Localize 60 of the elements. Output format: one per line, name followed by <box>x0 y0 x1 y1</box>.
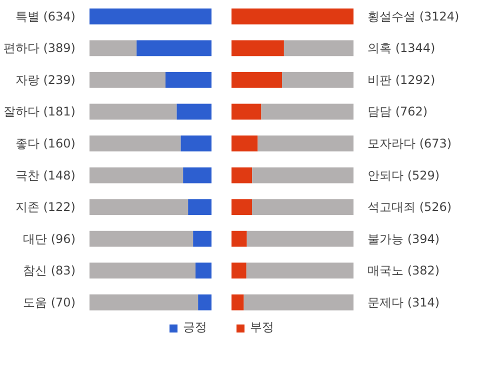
y-tick-label: 안되다 (529) <box>368 168 440 182</box>
bar <box>176 104 212 120</box>
y-tick-label: 모자라다 (673) <box>368 136 452 150</box>
y-tick-label: 횡설수설 (3124) <box>368 9 460 24</box>
y-tick-label: 자랑 (239) <box>15 72 76 87</box>
bar <box>90 230 194 247</box>
bar <box>180 136 212 152</box>
bar <box>90 136 181 152</box>
y-tick-label: 대단 (96) <box>23 232 76 246</box>
legend-label: 부정 <box>250 319 274 336</box>
bar <box>232 199 252 215</box>
bar <box>90 40 137 56</box>
bar <box>90 262 196 279</box>
y-tick-label: 편하다 (389) <box>3 41 76 56</box>
bar <box>183 167 212 184</box>
y-tick-label: 잘하다 (181) <box>3 104 76 119</box>
bar <box>193 230 212 247</box>
y-tick-label: 석고대죄 (526) <box>368 200 452 214</box>
y-tick-label: 좋다 (160) <box>15 136 76 150</box>
bar <box>166 72 212 88</box>
bar <box>261 104 354 120</box>
bar <box>246 230 354 247</box>
y-tick-label: 문제다 (314) <box>368 295 440 310</box>
bar <box>232 40 284 56</box>
bar <box>136 40 212 56</box>
legend-label: 긍정 <box>183 319 207 336</box>
bar <box>232 294 244 310</box>
bar <box>90 294 198 310</box>
bar <box>232 72 282 88</box>
y-tick-label: 담담 (762) <box>368 104 428 119</box>
bar <box>282 72 354 88</box>
y-tick-label: 특별 (634) <box>15 9 76 24</box>
bar <box>90 72 166 88</box>
bar <box>232 262 246 279</box>
bar <box>258 136 354 152</box>
bar <box>90 167 184 184</box>
y-tick-label: 비판 (1292) <box>368 72 436 87</box>
bar <box>232 8 354 24</box>
bar <box>188 199 212 215</box>
bar <box>252 167 354 184</box>
bar <box>252 199 354 215</box>
y-tick-label: 극찬 (148) <box>15 168 76 182</box>
bar <box>90 199 188 215</box>
bar <box>232 104 262 120</box>
y-tick-label: 지존 (122) <box>15 200 76 214</box>
y-tick-label: 의혹 (1344) <box>368 41 436 56</box>
bar <box>196 262 212 279</box>
bar <box>90 8 212 24</box>
y-tick-label: 불가능 (394) <box>368 232 440 246</box>
bar <box>246 262 354 279</box>
bar <box>198 294 212 310</box>
bar <box>232 136 258 152</box>
y-tick-label: 참신 (83) <box>23 264 76 278</box>
bar <box>284 40 354 56</box>
bar <box>90 104 177 120</box>
bar <box>232 230 247 247</box>
y-tick-label: 매국노 (382) <box>368 264 440 278</box>
bar <box>244 294 354 310</box>
bar <box>232 167 252 184</box>
y-tick-label: 도움 (70) <box>23 295 76 310</box>
